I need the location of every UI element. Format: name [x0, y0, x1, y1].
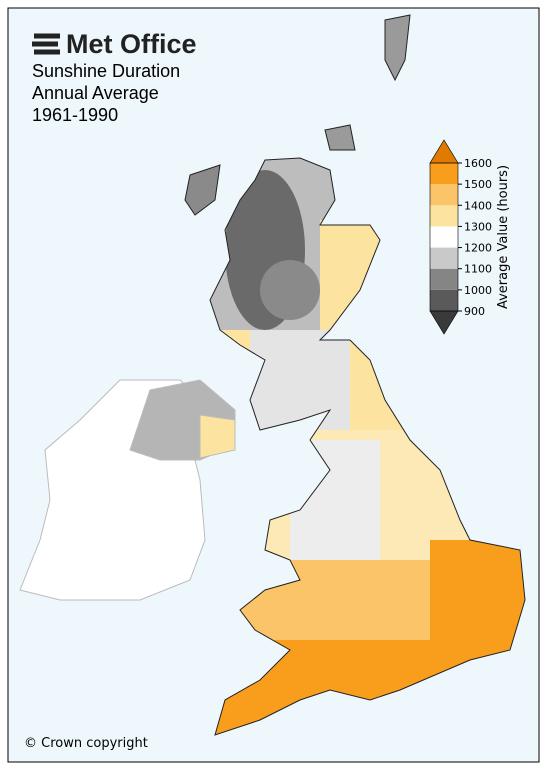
colorbar-label: Average Value (hours) [496, 165, 511, 309]
colorbar-bin [430, 163, 458, 185]
coastline [209, 157, 526, 736]
colorbar-bin [430, 268, 458, 290]
colorbar-bin [430, 226, 458, 248]
ireland [19, 379, 236, 601]
title-line: Annual Average [32, 83, 159, 103]
colorbar: 900 1000 1100 1200 1300 1400 1500 1600 Average V… [429, 139, 511, 335]
tick-label: 1500 [464, 178, 492, 191]
colorbar-bin [430, 247, 458, 269]
title-line: Sunshine Duration [32, 61, 180, 81]
tick-label: 1600 [464, 157, 492, 170]
logo-text: Met Office [66, 29, 197, 59]
hebrides [184, 164, 221, 216]
copyright: © Crown copyright [24, 736, 148, 751]
colorbar-bin [430, 184, 458, 206]
tick-label: 1300 [464, 220, 492, 233]
tick-label: 1000 [464, 284, 492, 297]
colorbar-frame [429, 162, 459, 312]
colorbar-bin [430, 289, 458, 311]
title-line: 1961-1990 [32, 105, 118, 125]
tick-label: 900 [464, 305, 485, 318]
tick-label: 1200 [464, 242, 492, 255]
shetland [384, 14, 411, 82]
logo: Met Office [32, 29, 197, 59]
orkney [324, 124, 356, 151]
tick-label: 1100 [464, 263, 492, 276]
tick-label: 1400 [464, 199, 492, 212]
colorbar-bin [430, 205, 458, 227]
